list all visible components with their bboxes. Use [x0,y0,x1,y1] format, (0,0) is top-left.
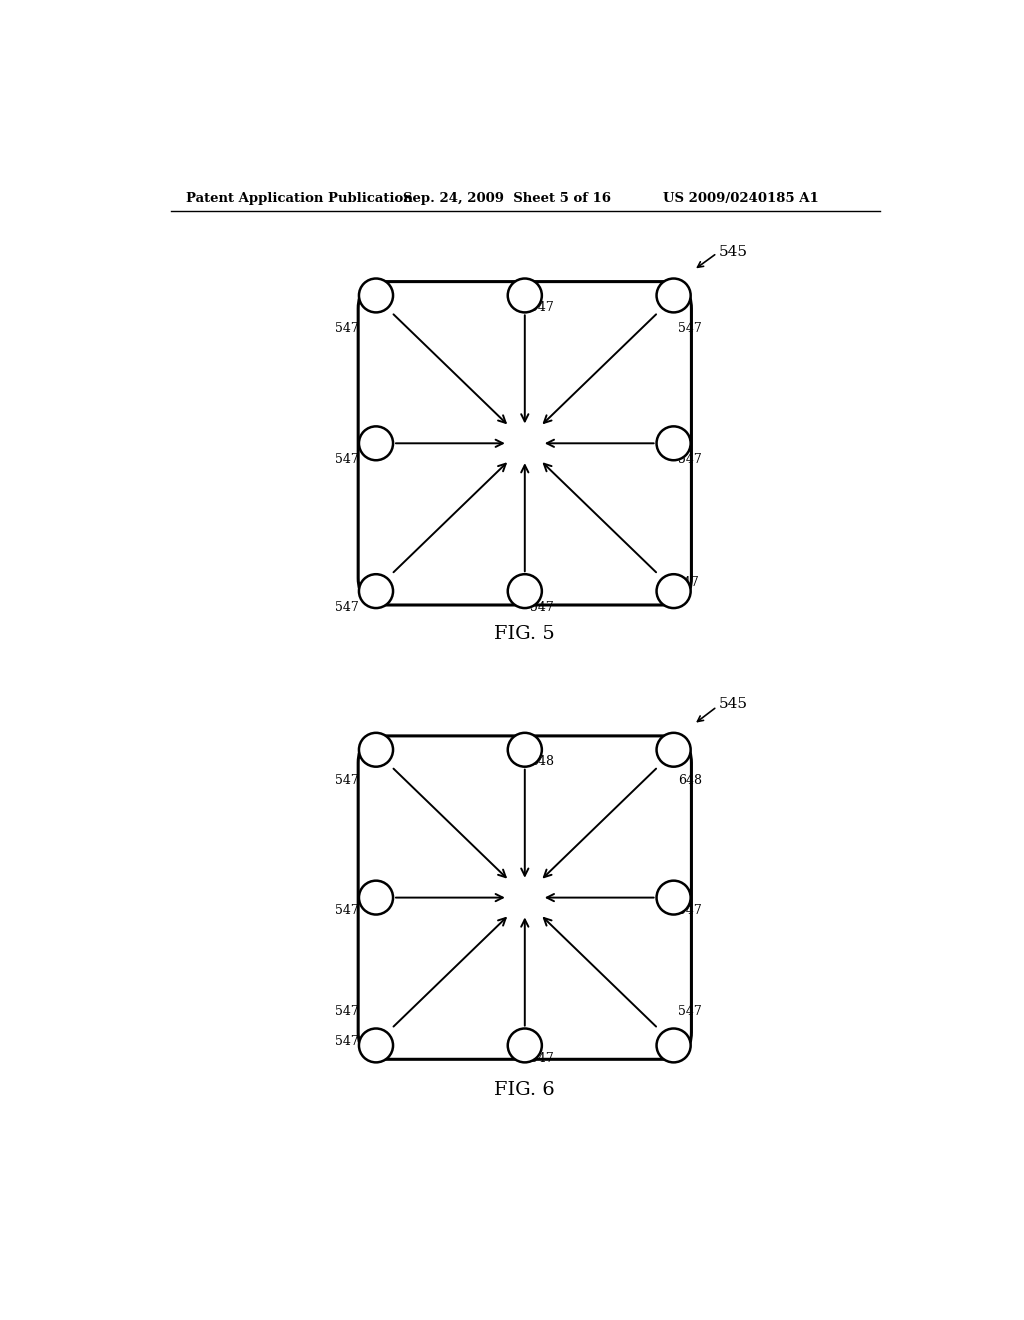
Text: 547: 547 [530,1052,554,1065]
Text: 547: 547 [335,453,359,466]
Text: 648: 648 [530,755,554,768]
Circle shape [656,1028,690,1063]
Text: 547: 547 [335,1035,359,1048]
Circle shape [508,1028,542,1063]
Circle shape [656,880,690,915]
FancyBboxPatch shape [358,737,691,1059]
Text: 547: 547 [335,1006,359,1019]
Circle shape [359,880,393,915]
Text: 547: 547 [335,904,359,917]
Text: 547: 547 [678,1006,702,1019]
Text: 547: 547 [335,775,359,788]
Text: 547: 547 [678,904,702,917]
Circle shape [656,733,690,767]
Text: Sep. 24, 2009  Sheet 5 of 16: Sep. 24, 2009 Sheet 5 of 16 [403,191,611,205]
Text: 545: 545 [719,697,748,711]
Circle shape [508,574,542,609]
Text: FIG. 6: FIG. 6 [495,1081,555,1098]
FancyBboxPatch shape [358,281,691,605]
Circle shape [359,426,393,461]
Text: 547: 547 [335,322,359,335]
Text: FIG. 5: FIG. 5 [495,626,555,643]
Circle shape [508,733,542,767]
Text: 547: 547 [678,453,702,466]
Circle shape [359,574,393,609]
Circle shape [656,426,690,461]
Text: 547: 547 [530,301,554,314]
Text: 648: 648 [678,775,702,788]
Text: Patent Application Publication: Patent Application Publication [186,191,413,205]
Circle shape [656,279,690,313]
Text: US 2009/0240185 A1: US 2009/0240185 A1 [663,191,818,205]
Text: 547: 547 [675,576,699,589]
Text: 545: 545 [719,244,748,259]
Circle shape [359,733,393,767]
Text: 547: 547 [335,601,359,614]
Circle shape [508,279,542,313]
Text: 547: 547 [530,601,554,614]
Text: 547: 547 [678,322,702,335]
Circle shape [359,1028,393,1063]
Circle shape [656,574,690,609]
Circle shape [359,279,393,313]
